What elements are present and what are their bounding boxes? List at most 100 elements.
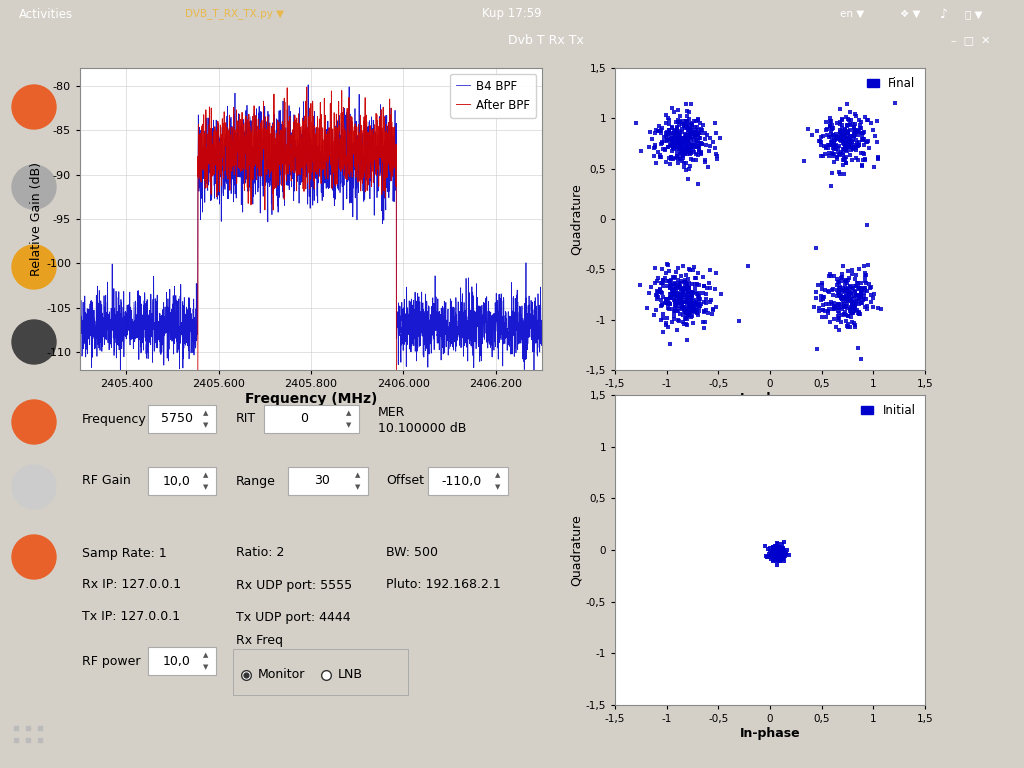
Point (807, 286, 823, 298)
Point (851, 283, 867, 296)
Point (655, 134, 672, 147)
Point (859, 136, 876, 148)
Point (848, 280, 864, 293)
Point (835, 119, 851, 131)
Point (838, 136, 854, 148)
Point (688, 294, 705, 306)
Point (656, 131, 673, 143)
Point (773, 545, 790, 558)
Point (804, 129, 820, 141)
Point (775, 553, 792, 565)
Point (679, 292, 695, 304)
Text: Dvb T Rx Tx: Dvb T Rx Tx (508, 34, 584, 47)
Point (671, 131, 687, 144)
Point (771, 543, 787, 555)
Point (831, 323, 848, 336)
Point (664, 303, 680, 315)
Point (853, 296, 869, 309)
Point (772, 544, 788, 556)
Point (671, 128, 687, 141)
Point (769, 551, 785, 564)
Point (671, 143, 687, 155)
Point (649, 293, 666, 305)
Point (839, 276, 855, 289)
Point (769, 552, 785, 564)
Point (663, 282, 679, 294)
Point (674, 285, 690, 297)
Point (682, 306, 698, 319)
Point (770, 548, 786, 560)
Point (769, 551, 785, 563)
Point (763, 548, 779, 561)
Point (676, 318, 692, 330)
Point (685, 286, 701, 299)
Text: RF power: RF power (82, 654, 140, 667)
Point (837, 300, 853, 312)
Point (853, 283, 869, 296)
Point (665, 278, 681, 290)
Point (825, 134, 842, 147)
Point (856, 293, 872, 306)
Point (829, 313, 846, 326)
Point (696, 306, 713, 318)
Point (778, 548, 795, 560)
Point (674, 145, 690, 157)
Point (825, 131, 842, 144)
Point (675, 136, 691, 148)
Point (679, 283, 695, 296)
Point (767, 539, 783, 551)
Point (677, 306, 693, 318)
Point (682, 127, 698, 140)
Point (867, 129, 884, 141)
Point (681, 117, 697, 129)
Point (673, 283, 689, 295)
Point (835, 132, 851, 144)
Point (847, 124, 863, 136)
Point (851, 297, 867, 310)
Point (673, 138, 689, 151)
Point (677, 132, 693, 144)
Point (698, 128, 715, 141)
Point (658, 275, 675, 287)
Point (763, 551, 779, 563)
Point (659, 128, 676, 141)
Point (671, 315, 687, 327)
Point (678, 148, 694, 161)
Point (819, 123, 836, 135)
Point (768, 549, 784, 561)
Point (696, 127, 713, 139)
Point (768, 545, 784, 557)
Point (680, 273, 696, 285)
Point (814, 304, 830, 316)
Point (650, 124, 667, 137)
Text: Samp Rate: 1: Samp Rate: 1 (82, 547, 167, 560)
Point (657, 319, 674, 331)
Point (677, 274, 693, 286)
Circle shape (12, 535, 56, 579)
Point (831, 147, 848, 160)
Point (838, 137, 854, 149)
Point (691, 144, 708, 157)
Point (678, 306, 694, 319)
Point (655, 280, 672, 292)
Point (670, 134, 686, 147)
Text: ⏻ ▼: ⏻ ▼ (965, 9, 982, 19)
Point (834, 298, 850, 310)
Point (668, 266, 684, 278)
Point (682, 147, 698, 159)
Point (664, 145, 680, 157)
Point (697, 139, 714, 151)
Point (772, 554, 788, 567)
Point (843, 294, 859, 306)
Point (676, 300, 692, 313)
Point (859, 300, 876, 313)
Point (771, 546, 787, 558)
Point (708, 127, 724, 140)
Point (669, 123, 685, 135)
Point (694, 137, 711, 150)
After BPF (154, 392, 166, 401)
Point (843, 141, 859, 153)
Point (763, 553, 779, 565)
Point (823, 131, 840, 144)
Point (820, 139, 837, 151)
